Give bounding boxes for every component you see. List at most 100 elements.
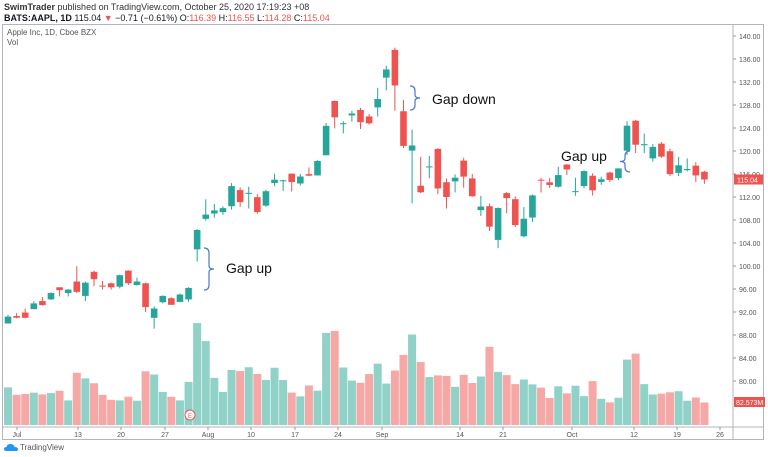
candle-body (348, 113, 356, 116)
candle-body (176, 294, 184, 302)
candle (658, 142, 665, 158)
candle-body (597, 179, 605, 182)
volume-bar (347, 380, 356, 425)
candle (400, 100, 407, 149)
volume-bar (683, 400, 692, 425)
candle (563, 164, 571, 175)
candle (159, 295, 167, 304)
candle-body (262, 191, 270, 206)
candle (168, 297, 175, 305)
published-text: published on TradingView.com, October 25… (57, 2, 310, 12)
x-tick-label: Sep (376, 432, 389, 439)
candle (322, 122, 330, 156)
y-tick-label: 80.00 (739, 379, 757, 386)
volume-bar (468, 383, 477, 425)
candle-body (623, 125, 631, 151)
candle-body (39, 301, 46, 306)
candle-body (133, 281, 141, 285)
candle-body (443, 182, 450, 197)
candle-body (73, 281, 81, 292)
candle-body (202, 214, 210, 219)
candle (64, 289, 72, 297)
close-value: 115.04 (302, 13, 330, 23)
volume-bar (46, 393, 55, 425)
volume-bar (72, 372, 81, 425)
volume-bar (158, 391, 167, 425)
candle-body (297, 176, 304, 184)
volume-bar (287, 392, 296, 425)
candle-body (193, 230, 201, 250)
candle-body (331, 100, 339, 118)
x-tick-label: 14 (456, 432, 464, 439)
volume-bar (640, 384, 649, 425)
open-label: O: (179, 13, 190, 23)
candle (391, 47, 399, 111)
candle (675, 156, 682, 177)
volume-bar (253, 374, 262, 425)
volume-bar (218, 392, 227, 425)
volume-bar (494, 371, 503, 425)
candle (13, 313, 20, 319)
candle (640, 133, 648, 154)
candle (21, 308, 29, 319)
candle-body (47, 293, 55, 300)
y-tick-label: 128.00 (739, 103, 761, 110)
chart-frame (2, 24, 764, 440)
annotation-label: Gap up (226, 260, 272, 276)
volume-bar (571, 385, 580, 425)
tradingview-logo[interactable]: TradingView (4, 443, 64, 452)
candle (254, 194, 261, 214)
volume-bar (29, 392, 38, 425)
volume-bar (648, 394, 657, 425)
candle (90, 270, 98, 287)
volume-bar (193, 323, 202, 425)
candle (683, 158, 691, 172)
volume-bar (519, 379, 528, 425)
candle-body (236, 190, 244, 203)
y-tick-label: 132.00 (739, 80, 761, 87)
chart-legend: Apple Inc, 1D, Cboe BZX Vol (7, 28, 96, 48)
candle-body (150, 308, 158, 318)
candle (615, 168, 622, 181)
candle (271, 173, 278, 187)
volume-bar (150, 374, 159, 425)
candle (288, 173, 296, 192)
volume-bar (476, 376, 485, 425)
candle-body (572, 191, 579, 193)
down-arrow-icon: ▼ (103, 13, 113, 23)
open-value: 116.39 (189, 13, 217, 23)
volume-bar (21, 393, 30, 425)
volume-bar (339, 367, 348, 425)
volume-bar (141, 371, 150, 425)
candle-body (279, 180, 287, 182)
candle-body (219, 208, 227, 213)
symbol-ohlc-line: BATS:AAPL, 1D 115.04 ▼ −0.71 (−0.61%) O:… (4, 13, 330, 23)
volume-bar (89, 383, 98, 425)
candle (434, 148, 442, 195)
candle (365, 113, 373, 125)
candle-body (701, 171, 708, 180)
candle (623, 121, 631, 156)
volume-bar (373, 363, 382, 425)
symbol: BATS:AAPL, 1D (4, 13, 72, 23)
gap-up-brace-icon (619, 150, 631, 173)
publisher-name[interactable]: SwimTrader (4, 2, 56, 12)
volume-bar (537, 387, 546, 425)
volume-bar (98, 394, 107, 425)
y-tick-label: 84.00 (739, 356, 757, 363)
candle-body (64, 289, 72, 294)
candle (580, 170, 588, 189)
candle-body (245, 192, 253, 194)
candle (451, 174, 459, 193)
x-tick-label: 24 (334, 432, 342, 439)
volume-bar (416, 362, 425, 425)
candle (176, 293, 184, 303)
candle-body (391, 49, 399, 86)
candle-body (13, 316, 20, 318)
volume-bar (4, 387, 12, 425)
candle-body (322, 125, 330, 156)
volume-bar (399, 354, 408, 425)
earnings-marker-icon (184, 409, 196, 421)
candle (589, 173, 596, 196)
